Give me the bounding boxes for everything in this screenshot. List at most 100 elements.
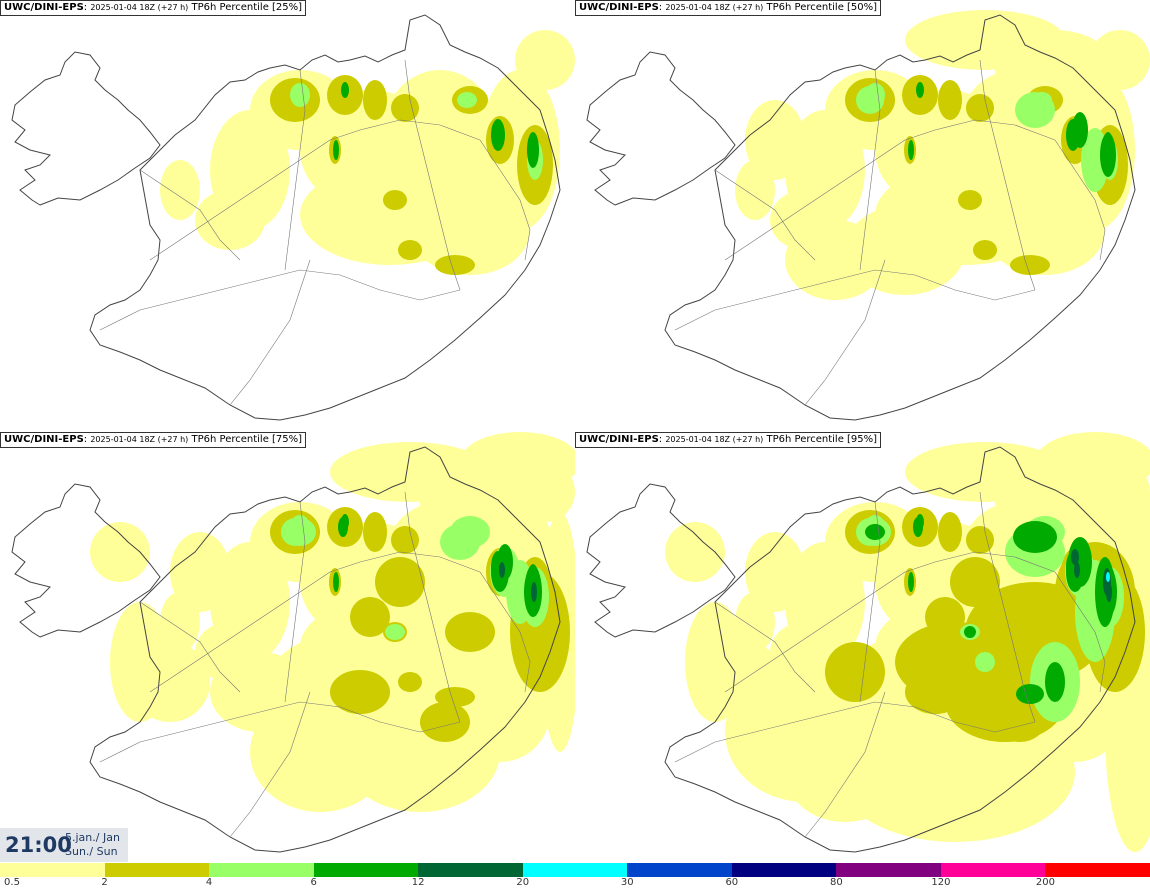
precip-area-6-12 [1100,133,1116,177]
panel-source: UWC/DINI-EPS [579,2,659,13]
precip-area-6-12 [1068,537,1092,587]
precip-area-0-5-2 [110,602,170,722]
precip-area-6-12 [333,572,339,592]
precip-area-2-4 [950,557,1000,607]
panel-header: UWC/DINI-EPS: 2025-01-04 18Z (+27 h) TP6… [0,432,307,448]
precip-area-4-6 [457,92,477,108]
precip-area-0-5-2 [330,442,490,502]
precip-area-0-5-2 [170,532,230,612]
map-canvas [11,14,575,421]
precip-area-0-5-2 [90,522,150,582]
road-line [139,601,241,693]
road-line [99,701,461,763]
legend-swatch [940,863,1046,877]
road-line [99,269,461,331]
road-line [1054,139,1106,261]
road-line [149,119,481,261]
precip-area-0-5-2 [785,722,905,822]
precip-area-2-4 [825,642,885,702]
iceland-coastline [11,446,561,853]
precip-area-2-4 [391,526,419,554]
panel-header: UWC/DINI-EPS: 2025-01-04 18Z (+27 h) TP6… [575,432,882,448]
precip-area-2-4 [966,526,994,554]
panel-source: UWC/DINI-EPS [4,2,84,13]
map-canvas [586,10,1150,421]
precip-area-20-30 [1106,572,1110,582]
valid-date-line: 5.jan./ Jan [65,831,120,844]
road-line [404,59,461,291]
legend-label: 6 [310,877,317,888]
precip-area-6-12 [916,82,924,98]
precip-area-6-12 [964,626,976,638]
precip-area-6-12 [1045,662,1065,702]
precip-area-2-4 [938,512,962,552]
road-line [1054,571,1106,693]
road-line [229,259,311,406]
legend-swatch [836,863,941,877]
precip-area-6-12 [913,517,923,537]
road-line [859,69,881,271]
map-panel-p95: UWC/DINI-EPS: 2025-01-04 18Z (+27 h) TP6… [575,432,1150,863]
legend-label: 120 [931,877,951,888]
road-line [859,501,881,703]
legend-swatch [104,863,210,877]
iceland-coastline [586,14,1136,421]
panel-run: 2025-01-04 18Z (+27 h) [90,435,189,444]
precip-area-0-5-2 [745,100,805,180]
precip-area-2-4 [445,612,495,652]
precip-area-6-12 [1016,684,1044,704]
precip-area-6-12 [341,82,349,98]
legend-swatch [313,863,419,877]
precip-area-4-6 [290,83,310,107]
legend-swatch [0,863,105,877]
road-line [714,601,816,693]
road-line [724,551,1056,693]
precip-area-0-5-2 [905,10,1065,70]
road-line [284,69,306,271]
precip-area-4-6 [856,86,884,114]
legend-swatch [418,863,523,877]
precip-area-0-5-2 [460,432,575,492]
precip-area-2-4 [363,80,387,120]
precip-area-4-6 [385,624,405,640]
precip-area-12-20 [531,582,537,602]
precip-area-4-6 [450,516,490,548]
precip-area-12-20 [1071,549,1079,565]
map-panel-p50: UWC/DINI-EPS: 2025-01-04 18Z (+27 h) TP6… [575,0,1150,431]
precip-area-12-20 [1103,568,1111,596]
road-line [674,701,1036,763]
legend-swatch [1045,863,1150,877]
precip-area-12-20 [1074,562,1080,578]
precip-area-2-4 [383,190,407,210]
precip-area-2-4 [398,240,422,260]
panel-run: 2025-01-04 18Z (+27 h) [665,3,764,12]
panel-title: TP6h Percentile [25%] [191,2,303,13]
panel-header: UWC/DINI-EPS: 2025-01-04 18Z (+27 h) TP6… [575,0,882,16]
panel-header: UWC/DINI-EPS: 2025-01-04 18Z (+27 h) TP6… [0,0,307,16]
panel-run: 2025-01-04 18Z (+27 h) [665,435,764,444]
precip-area-2-4 [966,94,994,122]
precip-area-4-6 [284,518,316,546]
precip-area-0-5-2 [450,662,550,762]
road-line [479,571,531,693]
legend-label: 80 [829,877,843,888]
precip-area-6-12 [1013,521,1057,553]
road-line [724,119,1056,261]
precip-area-12-20 [499,562,505,578]
precip-area-2-4 [435,255,475,275]
road-line [229,691,311,838]
precip-area-2-4 [938,80,962,120]
road-line [404,491,461,723]
precip-area-0-5-2 [905,442,1065,502]
precip-area-0-5-2 [685,602,745,722]
precip-area-0-5-2 [515,30,575,90]
legend-label: 60 [725,877,739,888]
panel-run: 2025-01-04 18Z (+27 h) [90,3,189,12]
road-line [674,269,1036,331]
legend-label: 30 [620,877,634,888]
legend-swatch [522,863,628,877]
road-line [284,501,306,703]
road-line [714,169,816,261]
panel-source: UWC/DINI-EPS [4,434,84,445]
precip-area-0-5-2 [160,160,200,220]
